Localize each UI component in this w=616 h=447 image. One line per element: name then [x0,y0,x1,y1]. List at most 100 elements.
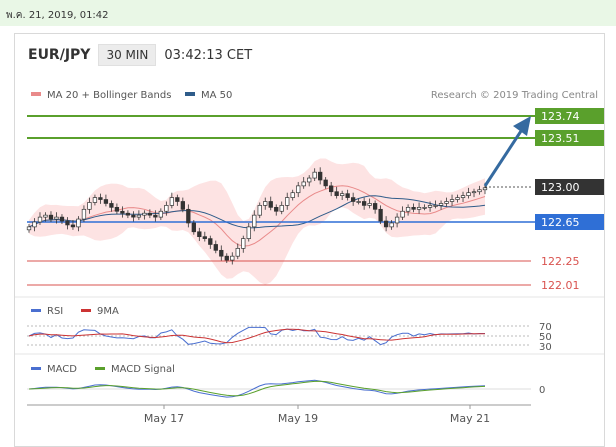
candle-body [43,214,48,218]
candle-body [416,206,422,210]
candle-body [427,205,433,208]
candle-body [340,193,345,196]
candle-body [323,179,328,187]
projection-arrow-shaft [483,127,525,187]
macd-legend-label: MACD [47,364,77,375]
candle-body [54,216,59,220]
x-label-may-21: May 21 [450,412,490,425]
candle-body [422,206,427,209]
macd-legend-swatch [31,367,41,370]
candle-body [471,191,477,194]
candle-body [235,248,240,257]
candle-body [455,197,460,200]
x-label-may-19: May 19 [278,412,318,425]
top-bar: พ.ค. 21, 2019, 01:42 [0,0,616,26]
rsi-legend-swatch [31,309,41,312]
price-candles [26,167,488,265]
ma20-legend-label: MA 20 + Bollinger Bands [47,90,171,101]
candle-body [175,197,180,202]
rsi-9ma-legend-label: 9MA [97,306,119,317]
candle-body [477,189,482,193]
candle-body [92,197,98,203]
rsi-9ma-legend-swatch [81,309,91,312]
candle-body [263,201,268,206]
candle-body [301,181,306,187]
candle-body [180,201,185,210]
ma20-line [28,185,486,247]
label-bg-123.74 [535,108,604,124]
rsi-legend-label: RSI [47,306,63,317]
label-bg-122.65 [535,214,604,230]
candle-body [394,216,400,224]
candle-body [142,212,147,216]
ma50-legend-swatch [185,92,195,96]
candle-body [230,255,235,261]
chart-svg: MA 20 + Bollinger Bands MA 50 Research ©… [15,90,604,425]
candle-body [290,192,295,198]
candle-body [400,210,405,218]
rsi-tick-70: 70 [539,322,552,333]
candle-body [219,249,224,257]
ma50-line [28,195,486,229]
candle-body [136,214,142,218]
candle-body [274,206,279,212]
candle-body [367,203,372,206]
candle-body [169,197,174,206]
candle-body [76,218,81,228]
candle-body [438,203,444,206]
candle-body [147,212,153,216]
timeframe-badge[interactable]: 30 MIN [98,44,157,66]
candle-body [405,206,411,212]
rsi-line [28,326,485,346]
candle-body [329,185,334,193]
macd-signal-line [28,380,486,397]
candle-body [65,220,70,226]
label-122.01: 122.01 [541,279,580,292]
macd-signal-legend-label: MACD Signal [111,364,175,375]
ma50-legend-label: MA 50 [201,90,232,101]
rsi-tick-50: 50 [539,332,552,343]
candle-body [312,171,317,179]
label-122.65: 122.65 [541,216,580,229]
projection-arrowhead [513,116,531,136]
candle-body [411,206,416,210]
candle-body [59,216,65,222]
candle-body [334,191,339,196]
chart-time: 03:42:13 CET [164,47,253,63]
macd-line [28,379,486,398]
candle-body [153,214,158,218]
label-122.25: 122.25 [541,255,580,268]
candle-body [307,177,312,183]
x-label-may-17: May 17 [144,412,184,425]
candle-body [131,214,136,218]
candle-body [296,185,301,194]
candle-body [213,244,218,251]
macd-tick-0: 0 [539,385,545,396]
candle-body [32,221,37,228]
candle-body [87,202,92,210]
candle-body [268,201,273,208]
candle-body [81,208,87,220]
candle-body [356,201,361,203]
research-credit: Research © 2019 Trading Central [431,90,598,101]
candle-body [449,199,455,202]
candle-body [372,203,378,210]
chart-header: EUR/JPY 30 MIN 03:42:13 CET [28,43,252,67]
candle-body [241,238,246,249]
candle-body [164,205,169,212]
candle-body [114,206,120,212]
candle-body [103,199,109,204]
candle-body [460,195,466,198]
label-123.00: 123.00 [541,181,580,194]
rsi-9ma-line [28,328,486,344]
chart-panel: EUR/JPY 30 MIN 03:42:13 CET MA 20 + Boll… [14,33,605,447]
label-123.74: 123.74 [541,110,580,123]
candle-body [197,231,202,238]
rsi-tick-30: 30 [539,342,552,353]
candle-body [208,238,213,245]
candle-body [246,226,251,239]
candle-body [158,210,164,218]
candle-body [350,197,356,202]
candle-body [26,226,32,231]
candle-body [345,193,350,198]
